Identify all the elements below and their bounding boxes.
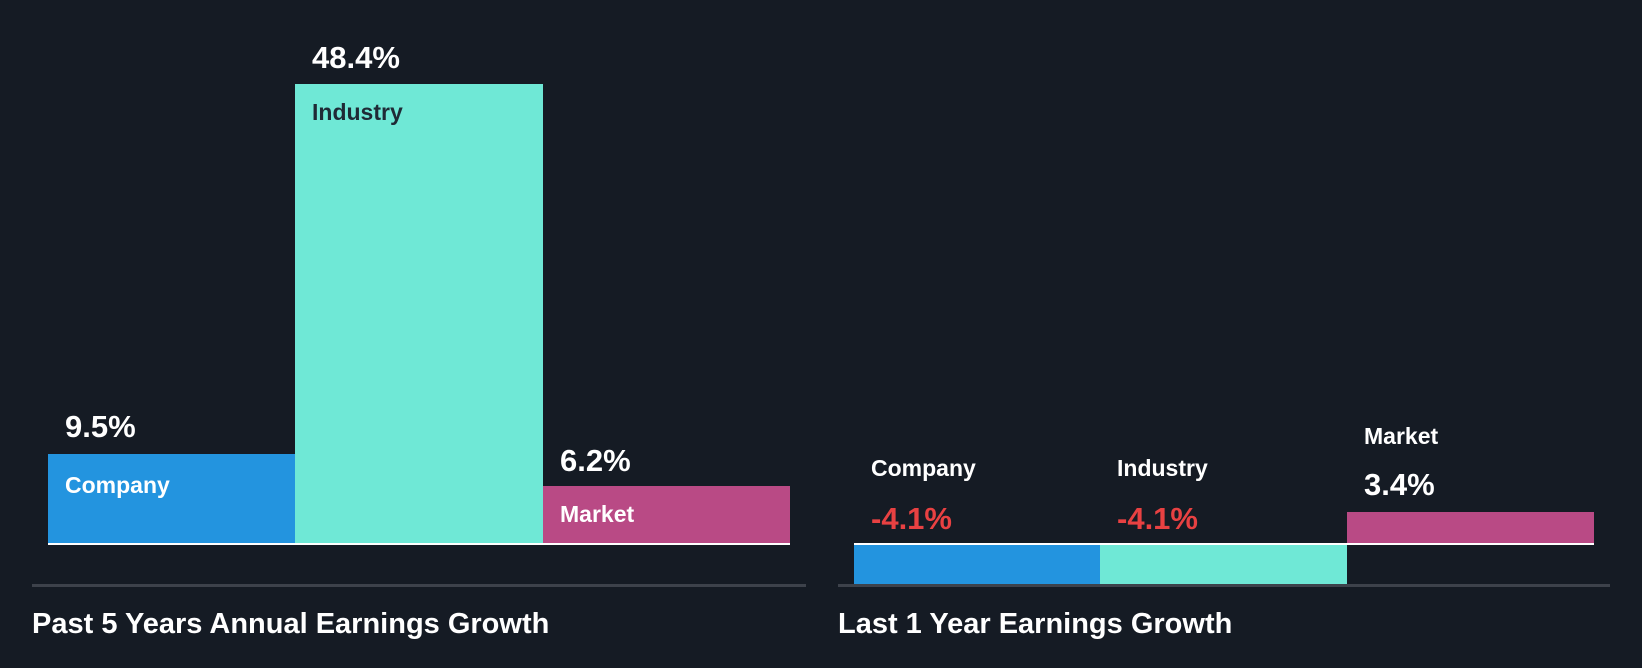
- label-industry: Industry: [1117, 455, 1208, 481]
- bar-industry: [1100, 543, 1347, 584]
- zero-line: [48, 543, 790, 545]
- label-market: Market: [1364, 423, 1439, 449]
- bar-company: [854, 543, 1100, 584]
- label-company: Company: [65, 472, 170, 498]
- value-company: 9.5%: [65, 409, 136, 444]
- value-industry: -4.1%: [1117, 501, 1198, 536]
- bar-market: [543, 486, 790, 543]
- label-industry: Industry: [312, 99, 403, 125]
- axis-line: [32, 584, 806, 587]
- value-market: 3.4%: [1364, 467, 1435, 502]
- chart-title: Last 1 Year Earnings Growth: [838, 608, 1233, 640]
- value-market: 6.2%: [560, 443, 631, 478]
- value-industry: 48.4%: [312, 40, 400, 75]
- bar-market: [1347, 512, 1594, 543]
- zero-line: [854, 543, 1594, 545]
- label-company: Company: [871, 455, 976, 481]
- axis-line: [838, 584, 1610, 587]
- bar-company: [48, 454, 295, 543]
- chart-title: Past 5 Years Annual Earnings Growth: [32, 608, 550, 640]
- value-company: -4.1%: [871, 501, 952, 536]
- bar-industry: [295, 84, 543, 543]
- label-market: Market: [560, 501, 635, 527]
